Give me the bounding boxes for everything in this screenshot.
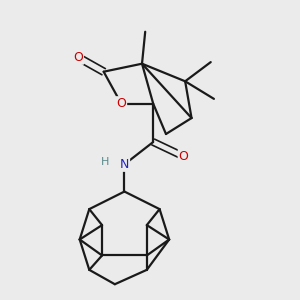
Text: N: N: [120, 158, 129, 171]
Text: H: H: [100, 157, 109, 167]
Text: O: O: [73, 51, 83, 64]
Text: O: O: [116, 97, 126, 110]
Text: O: O: [178, 150, 188, 163]
